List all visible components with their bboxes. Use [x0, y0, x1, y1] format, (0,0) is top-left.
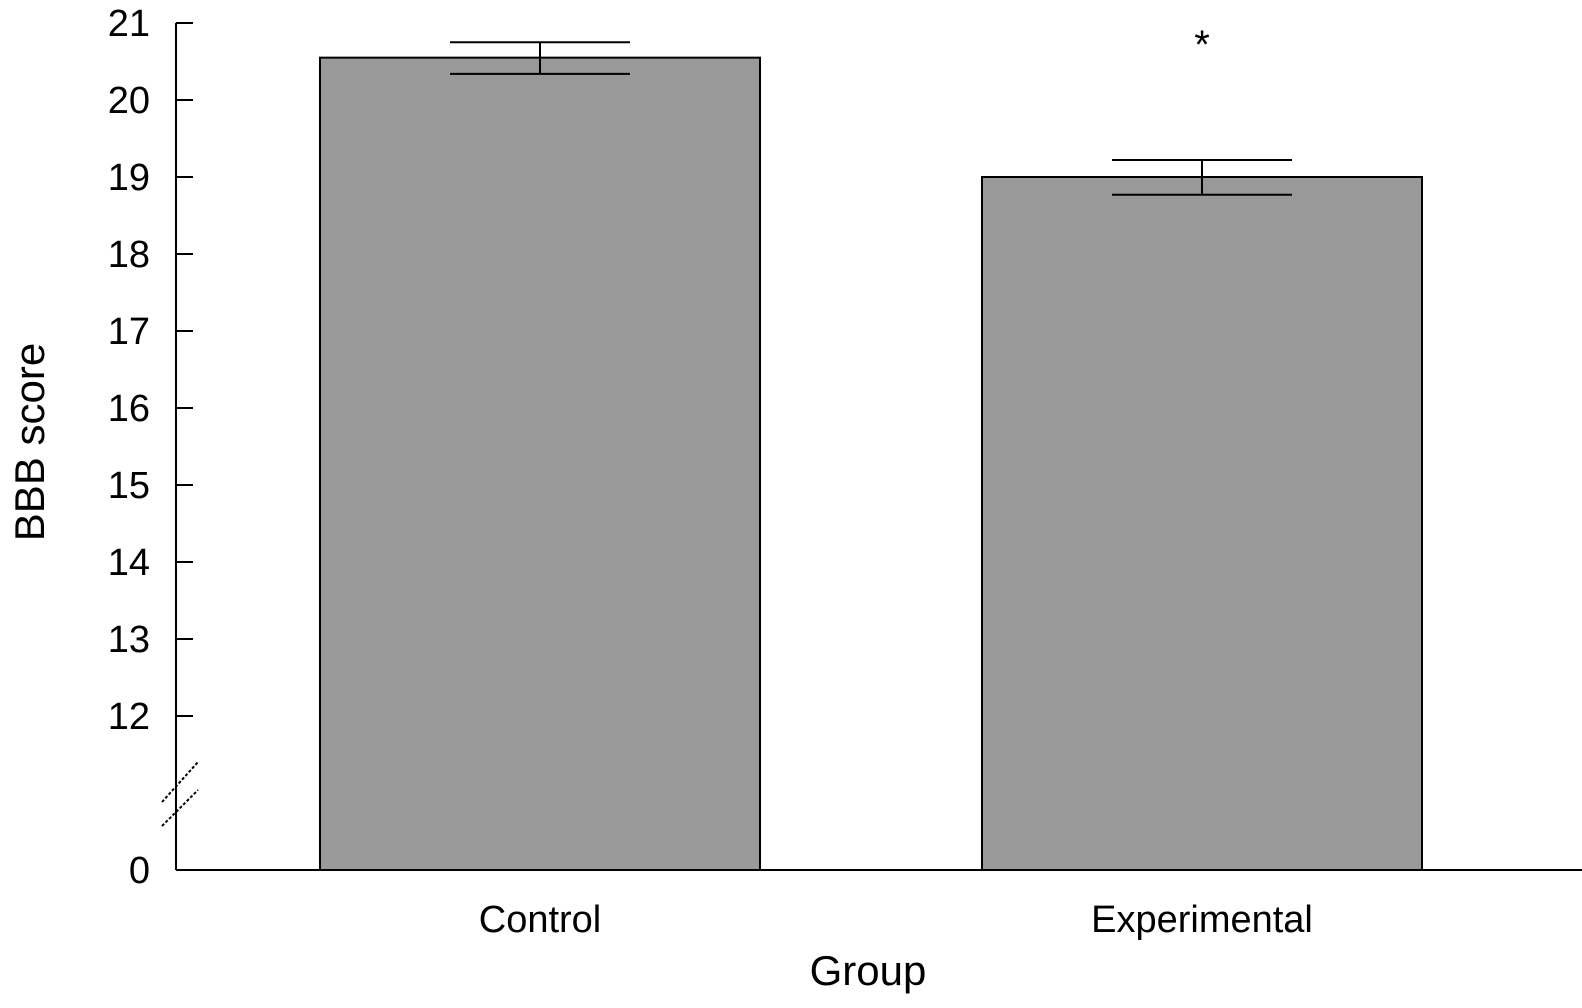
y-axis-label: BBB score: [6, 343, 53, 541]
significance-marker: *: [1194, 23, 1210, 67]
y-tick-label: 13: [108, 619, 150, 661]
axis-break-mark: [161, 761, 199, 803]
x-axis-label: Group: [810, 947, 927, 994]
bar-control: [319, 56, 761, 871]
bar-experimental: [981, 176, 1423, 871]
y-tick-label: 15: [108, 465, 150, 507]
x-tick-label: Experimental: [1091, 899, 1313, 941]
y-tick-label: 18: [108, 234, 150, 276]
y-tick-label: 21: [108, 3, 150, 45]
x-tick-label: Control: [479, 899, 602, 941]
y-tick-label: 17: [108, 311, 150, 353]
y-tick-label: 20: [108, 80, 150, 122]
y-tick-label: 14: [108, 542, 150, 584]
y-tick-label: 19: [108, 157, 150, 199]
y-tick-label: 16: [108, 388, 150, 430]
axis-break-mark: [161, 789, 199, 827]
y-tick-label: 0: [129, 850, 150, 892]
y-tick-label: 12: [108, 696, 150, 738]
